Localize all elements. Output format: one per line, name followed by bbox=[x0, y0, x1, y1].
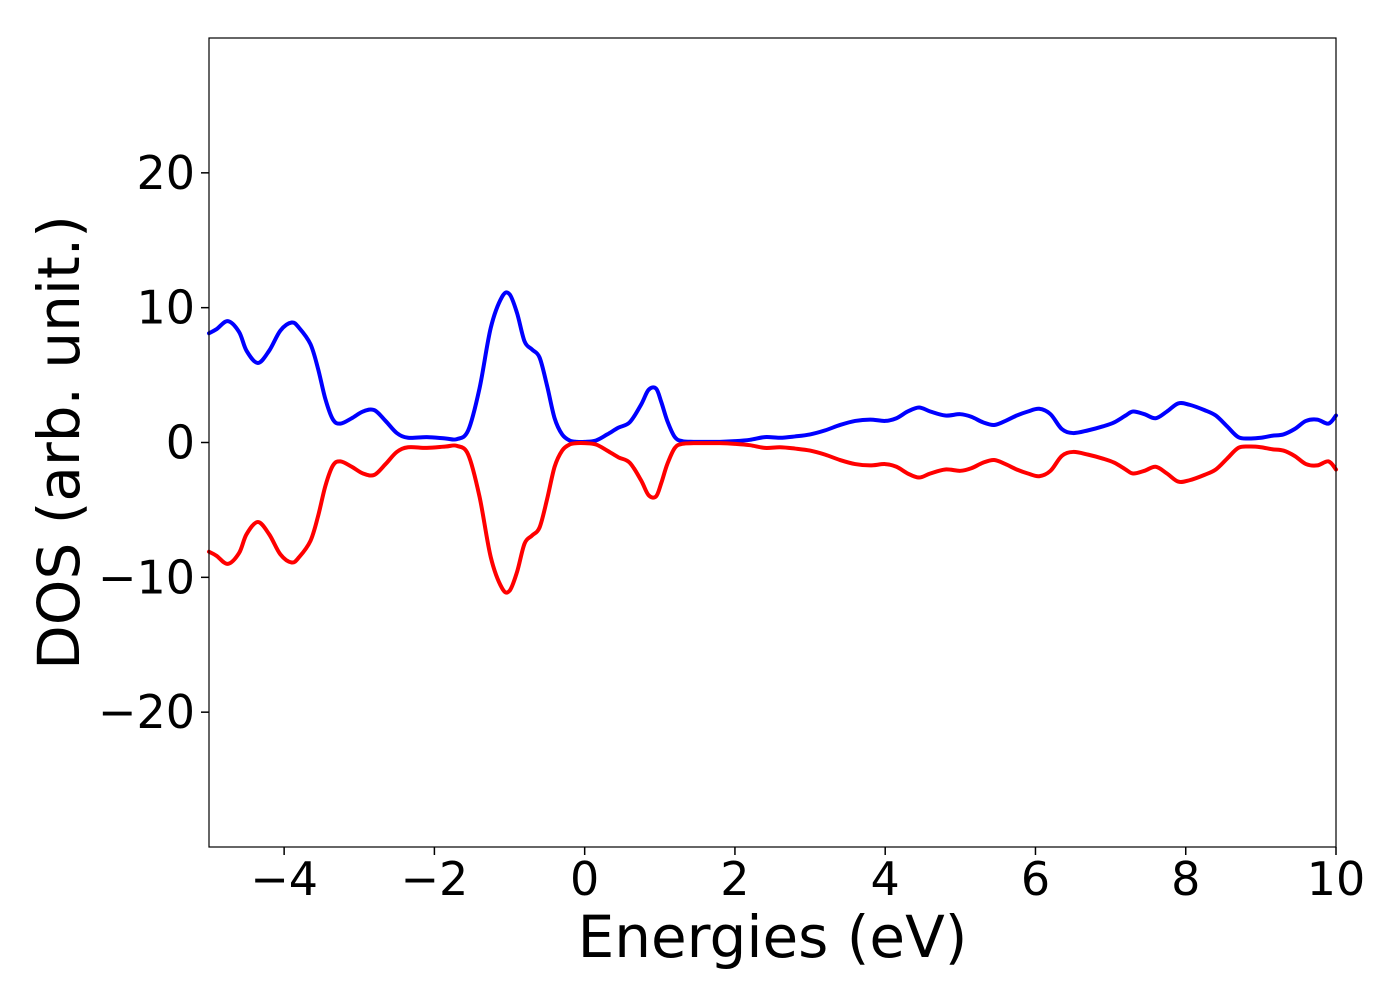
y-axis-ticks: 20 10 0 −10 −20 bbox=[98, 146, 209, 739]
x-tick-label: 10 bbox=[1307, 852, 1366, 906]
series-line-2 bbox=[207, 441, 1338, 595]
x-tick-label: −4 bbox=[250, 852, 318, 906]
plot-frame bbox=[208, 37, 1337, 848]
y-axis-title: DOS (arb. unit.) bbox=[25, 215, 93, 670]
x-tick-label: 0 bbox=[570, 852, 599, 906]
series-layer bbox=[207, 290, 1338, 595]
y-tick-label: −10 bbox=[98, 550, 195, 604]
x-tick-label: 4 bbox=[871, 852, 900, 906]
y-tick-label: −20 bbox=[98, 685, 195, 739]
x-axis-title: Energies (eV) bbox=[578, 903, 968, 971]
y-tick-label: 10 bbox=[136, 281, 195, 335]
y-tick-label: 0 bbox=[166, 416, 195, 470]
x-axis-ticks: −4 −2 0 2 4 6 8 10 bbox=[250, 847, 1365, 906]
y-tick-label: 20 bbox=[136, 146, 195, 200]
x-tick-label: 6 bbox=[1021, 852, 1050, 906]
x-tick-label: −2 bbox=[400, 852, 468, 906]
x-tick-label: 8 bbox=[1171, 852, 1200, 906]
x-tick-label: 2 bbox=[720, 852, 749, 906]
